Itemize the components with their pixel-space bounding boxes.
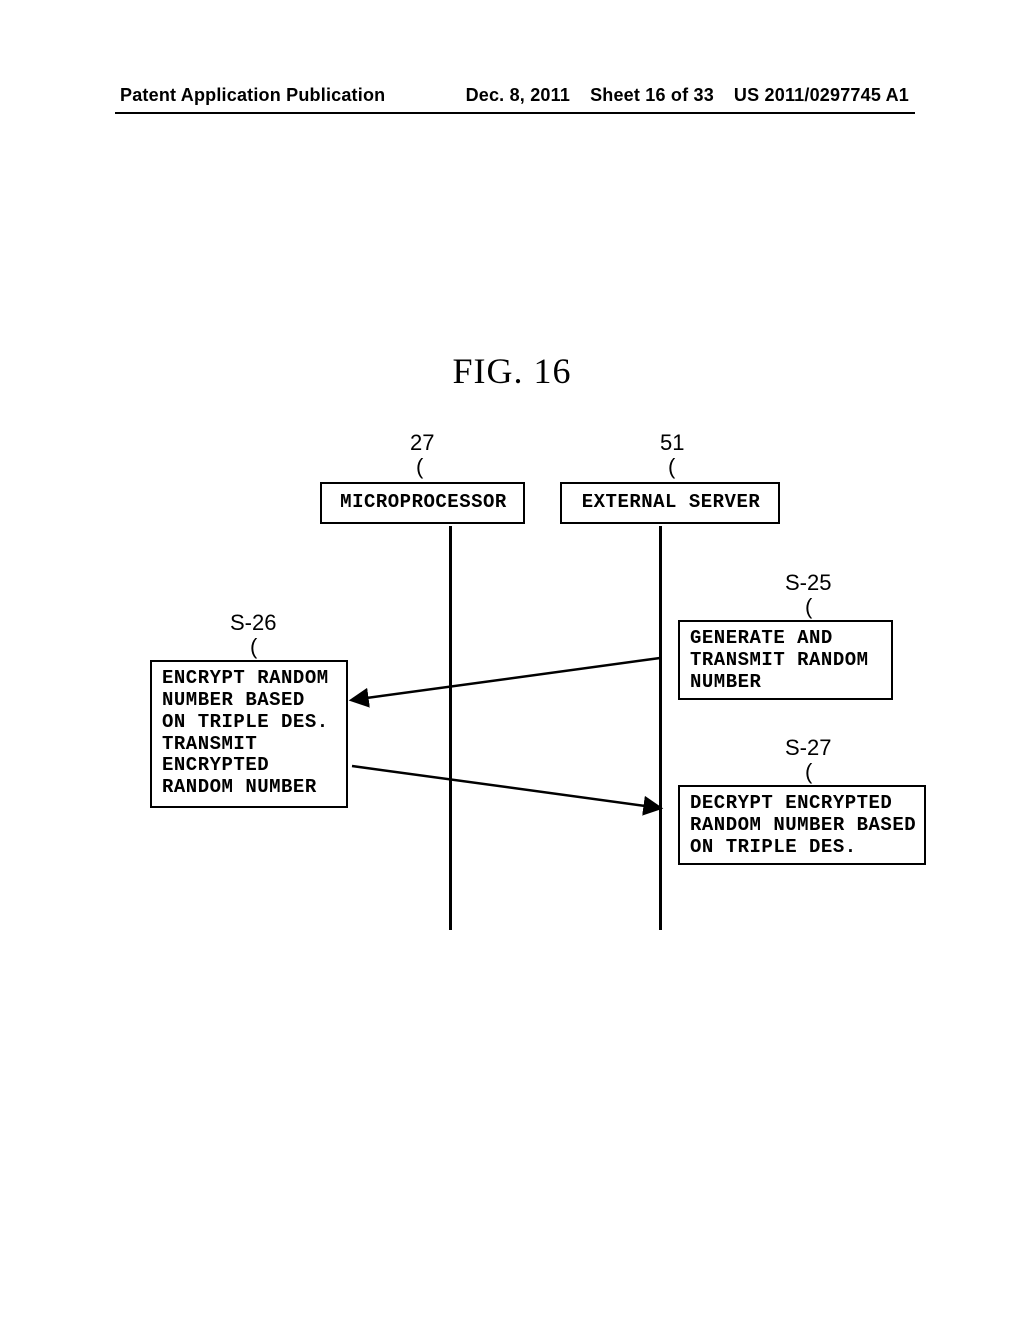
page-header: Patent Application Publication Dec. 8, 2… xyxy=(0,85,1024,106)
header-date: Dec. 8, 2011 xyxy=(466,85,571,106)
figure-title: FIG. 16 xyxy=(0,350,1024,392)
header-sheet: Sheet 16 of 33 xyxy=(590,85,714,106)
arrow-s25-to-s26 xyxy=(352,658,660,700)
header-pubno: US 2011/0297745 A1 xyxy=(734,85,909,106)
header-left: Patent Application Publication xyxy=(120,85,385,106)
sequence-diagram: 27 ( 51 ( MICROPROCESSOR EXTERNAL SERVER… xyxy=(120,430,910,950)
arrow-s26-to-s27 xyxy=(352,766,660,808)
message-arrows xyxy=(120,430,910,950)
header-rule xyxy=(115,112,915,114)
